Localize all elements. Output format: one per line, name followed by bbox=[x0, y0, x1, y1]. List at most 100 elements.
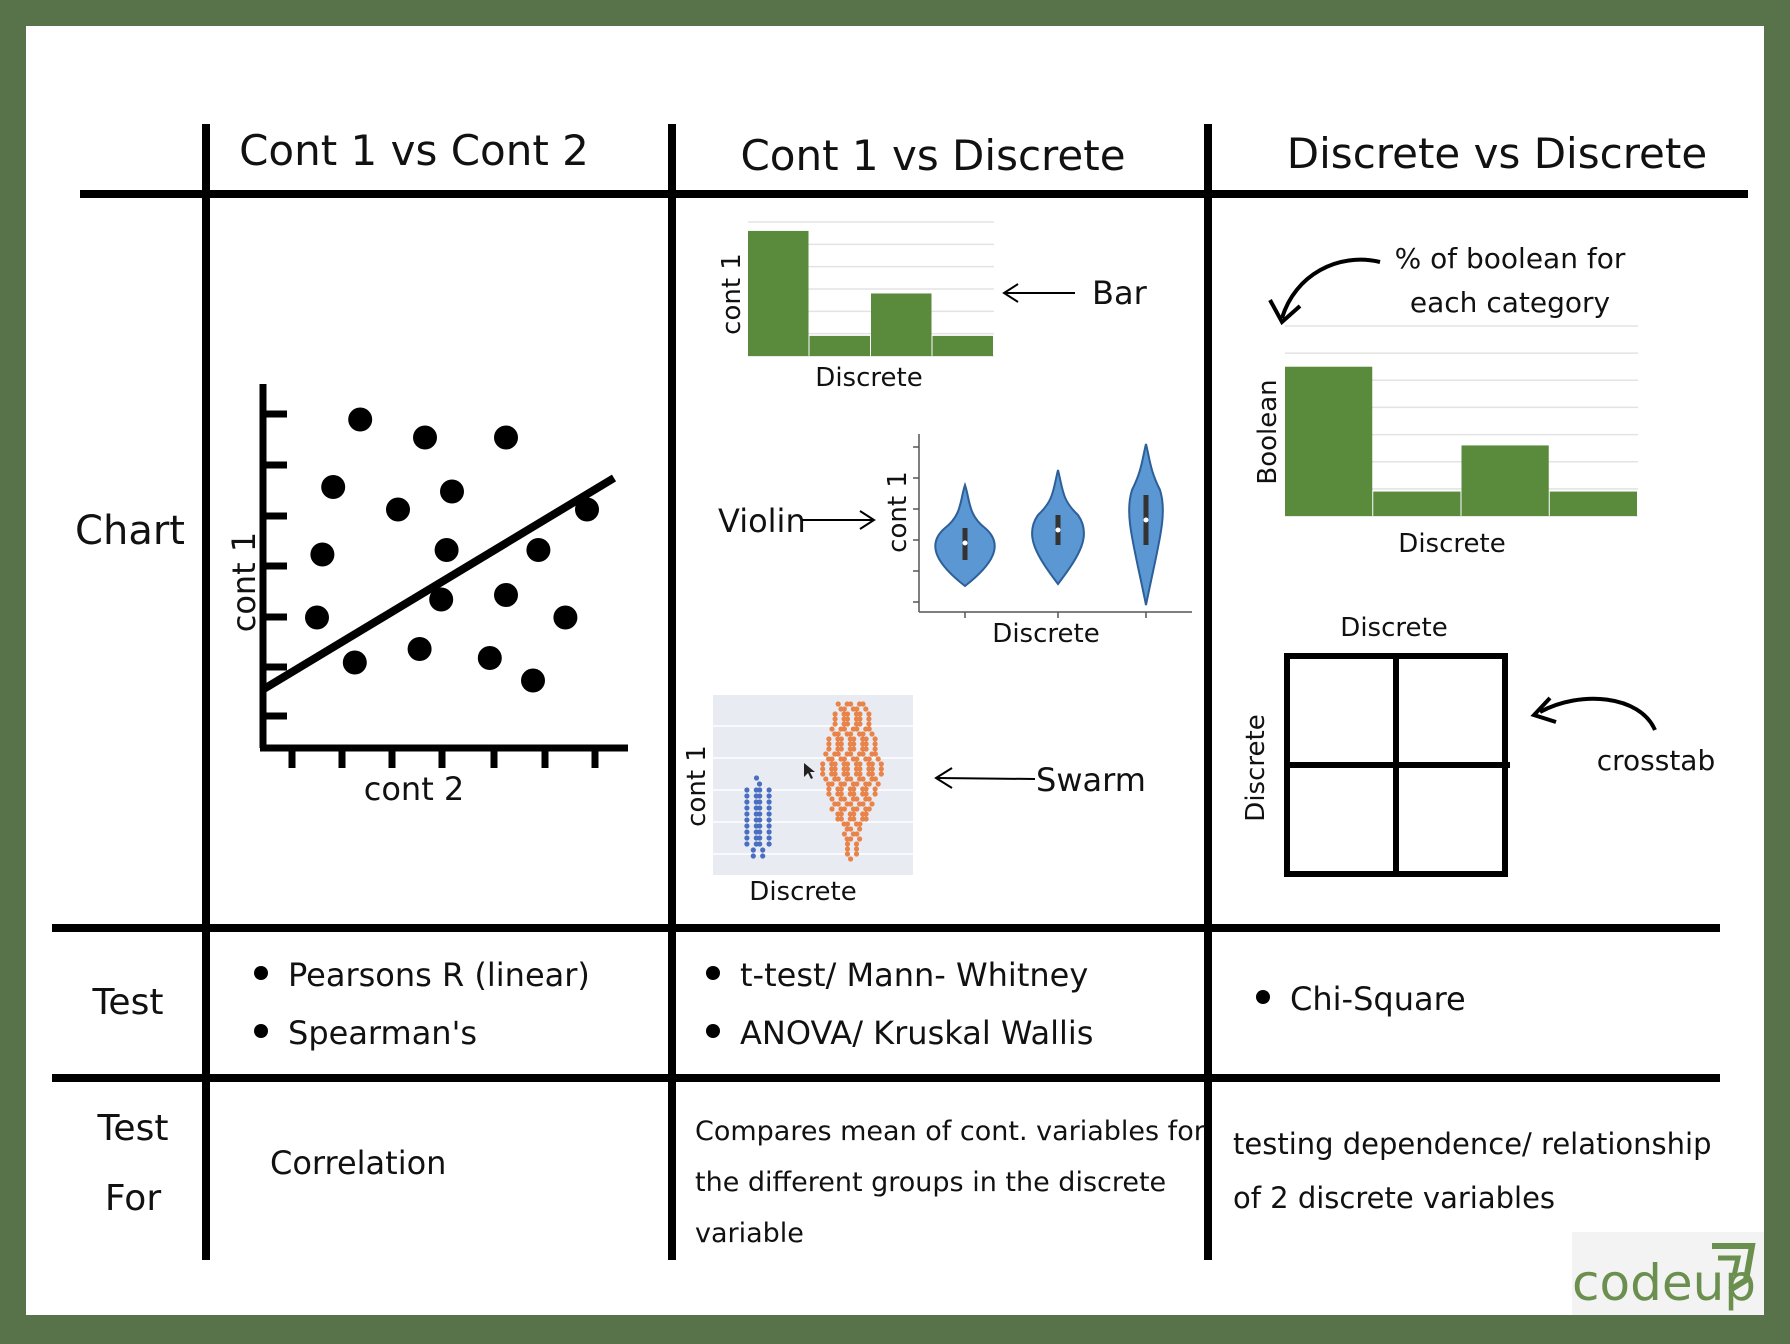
violin-ticks bbox=[913, 446, 1147, 618]
swarm-point bbox=[826, 791, 832, 797]
swarm-point bbox=[872, 786, 878, 792]
swarm-point bbox=[757, 799, 763, 805]
swarm-point bbox=[860, 701, 866, 707]
swarm-point bbox=[878, 761, 884, 767]
scatter-point bbox=[305, 605, 329, 630]
test-item: Spearman's bbox=[288, 1014, 477, 1052]
swarm-point bbox=[826, 736, 832, 742]
violin-y-label: cont 1 bbox=[883, 471, 913, 553]
row-label-chart: Chart bbox=[75, 508, 185, 554]
swarm-point bbox=[832, 766, 838, 772]
swarm-point bbox=[857, 826, 863, 832]
scatter-point bbox=[434, 538, 459, 562]
swarm-point bbox=[760, 853, 766, 859]
swarm-point bbox=[835, 701, 841, 707]
swarm-point bbox=[872, 736, 878, 742]
swarm-point bbox=[744, 805, 750, 811]
swarm-point bbox=[838, 746, 844, 752]
swarm-point bbox=[853, 846, 860, 852]
swarm-point bbox=[844, 721, 851, 727]
bar bbox=[748, 230, 809, 356]
swarm-point bbox=[851, 786, 857, 792]
swarm-point bbox=[838, 811, 844, 817]
swarm-point bbox=[835, 751, 841, 757]
boolean-bars bbox=[1285, 366, 1637, 516]
bar bbox=[1461, 445, 1549, 516]
swarm-point bbox=[757, 805, 763, 811]
swarm-point bbox=[826, 746, 832, 752]
swarm-arrow-line bbox=[937, 777, 1036, 780]
cursor-icon bbox=[804, 763, 815, 779]
swarm-point bbox=[869, 801, 875, 807]
test-for-line: variable bbox=[695, 1218, 804, 1249]
scatter-point bbox=[553, 605, 578, 630]
swarm-point bbox=[863, 706, 869, 712]
swarm-point bbox=[835, 776, 841, 782]
swarm-point bbox=[857, 761, 863, 767]
scatter-point bbox=[575, 497, 599, 522]
crosstab-diagram: Discrete Discrete crosstab bbox=[1241, 613, 1715, 877]
codeup-logo: codeup bbox=[1572, 1232, 1764, 1315]
header-cont-vs-cont: Cont 1 vs Cont 2 bbox=[239, 126, 589, 175]
swarm-point bbox=[878, 771, 884, 777]
boolean-annotation-line2: each category bbox=[1410, 286, 1610, 319]
swarm-point bbox=[854, 806, 860, 812]
swarm-point bbox=[766, 811, 772, 817]
swarm-point bbox=[766, 793, 772, 799]
swarm-point bbox=[857, 821, 863, 827]
swarm-point bbox=[875, 756, 881, 762]
swarm-point bbox=[829, 756, 835, 762]
swarm-point bbox=[857, 721, 863, 727]
swarm-point bbox=[766, 787, 772, 793]
swarm-point bbox=[869, 766, 875, 772]
curved-arrow-crosstab bbox=[1539, 696, 1657, 731]
swarm-point bbox=[841, 806, 848, 812]
swarm-point bbox=[848, 731, 854, 737]
swarm-point bbox=[744, 829, 750, 835]
swarm-point bbox=[844, 716, 851, 722]
swarm-point bbox=[838, 736, 844, 742]
swarm-point bbox=[766, 835, 772, 841]
bar-arrow-head bbox=[1002, 283, 1019, 303]
swarm-point bbox=[866, 796, 872, 802]
swarm-point bbox=[857, 766, 863, 772]
test-for-col1: Correlation bbox=[270, 1144, 446, 1182]
swarm-point bbox=[848, 836, 854, 842]
swarm-point bbox=[848, 856, 854, 862]
swarm-point bbox=[832, 761, 838, 767]
swarm-point bbox=[863, 736, 869, 742]
bar-annotation: Bar bbox=[1092, 274, 1148, 312]
swarm-point bbox=[826, 786, 832, 792]
boolean-chart: Boolean Discrete % of boolean for each c… bbox=[1253, 242, 1638, 559]
table-grid bbox=[52, 124, 1748, 1260]
swarm-point bbox=[757, 811, 763, 817]
swarm-point bbox=[832, 721, 838, 727]
swarm-points-blue bbox=[744, 775, 772, 859]
swarm-point bbox=[872, 741, 878, 747]
swarm-point bbox=[766, 841, 772, 847]
scatter-point bbox=[477, 646, 502, 670]
swarm-y-label: cont 1 bbox=[682, 745, 712, 827]
swarm-point bbox=[844, 821, 851, 827]
swarm-point bbox=[750, 847, 756, 853]
swarm-point bbox=[829, 726, 835, 732]
swarm-point bbox=[841, 831, 848, 837]
bar-y-label: cont 1 bbox=[717, 253, 747, 335]
swarm-point bbox=[838, 791, 844, 797]
swarm-point bbox=[848, 776, 854, 782]
swarm-point bbox=[848, 701, 854, 707]
test-for-line: Compares mean of cont. variables for bbox=[695, 1116, 1206, 1147]
swarm-point bbox=[872, 791, 878, 797]
scatter-point bbox=[407, 637, 432, 661]
tests-col3: Chi-Square bbox=[1256, 980, 1466, 1018]
swarm-points-orange bbox=[820, 701, 884, 862]
swarm-point bbox=[851, 791, 857, 797]
swarm-point bbox=[857, 716, 863, 722]
swarm-point bbox=[866, 726, 872, 732]
boolean-annotation-line1: % of boolean for bbox=[1395, 242, 1626, 275]
swarm-point bbox=[841, 756, 848, 762]
swarm-point bbox=[766, 823, 772, 829]
bullet bbox=[254, 1024, 268, 1038]
swarm-point bbox=[841, 781, 848, 787]
curved-arrow-crosstab-head bbox=[1530, 696, 1557, 724]
